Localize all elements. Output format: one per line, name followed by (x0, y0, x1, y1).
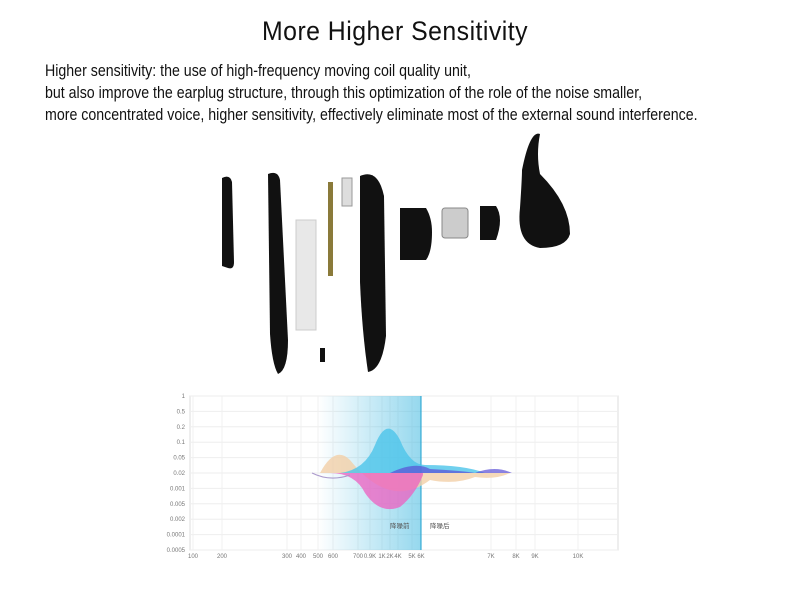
x-tick-label: 600 (328, 554, 339, 560)
y-tick-label: 0.0005 (167, 548, 186, 554)
y-tick-label: 0.002 (170, 517, 186, 523)
x-tick-label: 400 (296, 554, 307, 560)
component-housing (268, 172, 288, 374)
description-line: but also improve the earplug structure, … (45, 84, 643, 102)
component-gasket (480, 206, 500, 240)
component-ear-tip (519, 133, 570, 248)
description-line: Higher sensitivity: the use of high-freq… (45, 62, 471, 80)
x-tick-label: 2K (386, 554, 393, 560)
series-area-purple (390, 465, 512, 473)
component-back-cover (222, 176, 234, 269)
x-tick-label: 1K (378, 554, 385, 560)
component-small-part (320, 348, 325, 362)
page-title: More Higher Sensitivity (262, 16, 528, 46)
component-front-shell (360, 174, 386, 372)
x-tick-label: 9K (531, 554, 538, 560)
component-battery (295, 219, 317, 331)
series-line-left (311, 472, 351, 479)
y-tick-label: 0.5 (177, 409, 186, 415)
y-tick-label: 0.0001 (167, 533, 186, 539)
annotation-before: 降噪前 (390, 521, 410, 530)
y-tick-label: 0.005 (170, 502, 186, 508)
x-tick-label: 5K (408, 554, 415, 560)
y-tick-label: 0.2 (177, 425, 186, 431)
description-line: more concentrated voice, higher sensitiv… (45, 106, 698, 124)
y-tick-label: 0.02 (173, 471, 185, 477)
component-driver (441, 207, 469, 239)
x-tick-label: 700 (353, 554, 364, 560)
x-tick-label: 10K (573, 554, 584, 560)
annotation-after: 降噪后 (430, 521, 450, 530)
y-tick-label: 0.001 (170, 486, 186, 492)
y-tick-label: 0.1 (177, 440, 186, 446)
description: Higher sensitivity: the use of high-freq… (45, 60, 698, 126)
product-exploded-view (222, 133, 570, 374)
frequency-response-chart: 降噪前 降噪后 1 0.5 0.2 0.1 0.05 0.02 0.001 0.005 0.00… (167, 394, 619, 560)
x-tick-label: 4K (394, 554, 401, 560)
x-tick-label: 500 (313, 554, 324, 560)
series-area-blue (340, 428, 485, 473)
x-tick-label: 100 (188, 554, 199, 560)
x-tick-label: 200 (217, 554, 228, 560)
y-tick-label: 1 (182, 394, 186, 400)
x-tick-label: 7K (487, 554, 494, 560)
x-tick-label: 6K (417, 554, 424, 560)
component-connector (341, 177, 353, 207)
x-tick-label: 300 (282, 554, 293, 560)
x-tick-label: 0.9K (364, 554, 376, 560)
component-driver-mount (400, 208, 432, 260)
x-tick-label: 8K (512, 554, 519, 560)
y-tick-label: 0.05 (173, 456, 185, 462)
component-pcb (328, 182, 333, 276)
series-area-pink (330, 473, 423, 510)
